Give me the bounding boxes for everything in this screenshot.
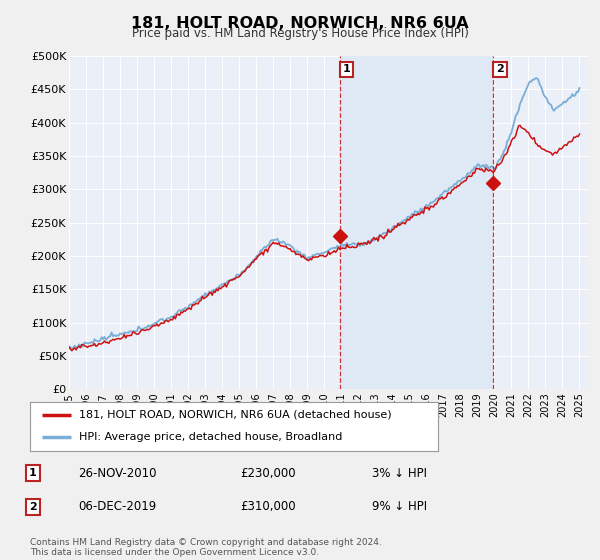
Text: HPI: Average price, detached house, Broadland: HPI: Average price, detached house, Broa… [79, 432, 343, 442]
Bar [340, 56, 493, 389]
Text: 26-NOV-2010: 26-NOV-2010 [78, 466, 157, 480]
Text: 06-DEC-2019: 06-DEC-2019 [78, 500, 156, 514]
Text: Contains HM Land Registry data © Crown copyright and database right 2024.
This d: Contains HM Land Registry data © Crown c… [30, 538, 382, 557]
Text: 2: 2 [496, 64, 504, 74]
Text: 1: 1 [343, 64, 350, 74]
Text: 3% ↓ HPI: 3% ↓ HPI [372, 466, 427, 480]
Text: 181, HOLT ROAD, NORWICH, NR6 6UA: 181, HOLT ROAD, NORWICH, NR6 6UA [131, 16, 469, 31]
Text: £230,000: £230,000 [240, 466, 296, 480]
Text: Price paid vs. HM Land Registry's House Price Index (HPI): Price paid vs. HM Land Registry's House … [131, 27, 469, 40]
Text: £310,000: £310,000 [240, 500, 296, 514]
Text: 2: 2 [29, 502, 37, 512]
Text: 9% ↓ HPI: 9% ↓ HPI [372, 500, 427, 514]
Text: 181, HOLT ROAD, NORWICH, NR6 6UA (detached house): 181, HOLT ROAD, NORWICH, NR6 6UA (detach… [79, 410, 392, 420]
Text: 1: 1 [29, 468, 37, 478]
